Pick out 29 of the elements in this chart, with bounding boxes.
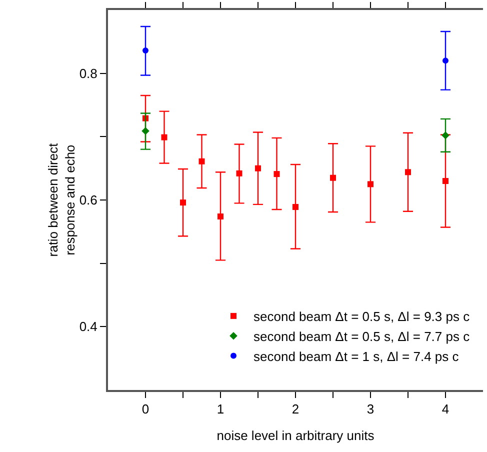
legend-label: second beam Δt = 0.5 s, Δl = 9.3 ps c — [254, 309, 470, 324]
point — [292, 204, 298, 210]
y-tick-label: 0.8 — [79, 66, 98, 81]
legend-label: second beam Δt = 1 s, Δl = 7.4 ps c — [254, 348, 460, 364]
y-tick-label: 0.6 — [79, 192, 98, 208]
x-tick-label: 0 — [142, 402, 150, 417]
x-axis-title: noise level in arbitrary units — [216, 428, 375, 443]
point — [218, 213, 224, 220]
point — [368, 181, 374, 188]
point — [255, 165, 261, 172]
legend-label: second beam Δt = 0.5 s, Δl = 7.7 ps c — [254, 328, 470, 344]
point — [405, 169, 411, 176]
point — [180, 200, 186, 206]
x-tick-label: 4 — [442, 402, 450, 417]
point — [161, 134, 168, 140]
y-tick-label: 0.4 — [79, 319, 98, 334]
y-axis-title: ratio between direct response and echo — [45, 142, 78, 257]
point — [442, 58, 448, 64]
x-tick-label: 1 — [216, 402, 224, 417]
point — [442, 132, 450, 140]
point — [142, 127, 150, 135]
point — [330, 174, 336, 181]
x-tick-label: 3 — [366, 402, 374, 417]
point — [274, 171, 280, 178]
point — [236, 170, 242, 176]
point — [142, 48, 148, 54]
point — [198, 158, 205, 164]
point — [442, 178, 448, 184]
x-tick-label: 2 — [292, 402, 300, 417]
